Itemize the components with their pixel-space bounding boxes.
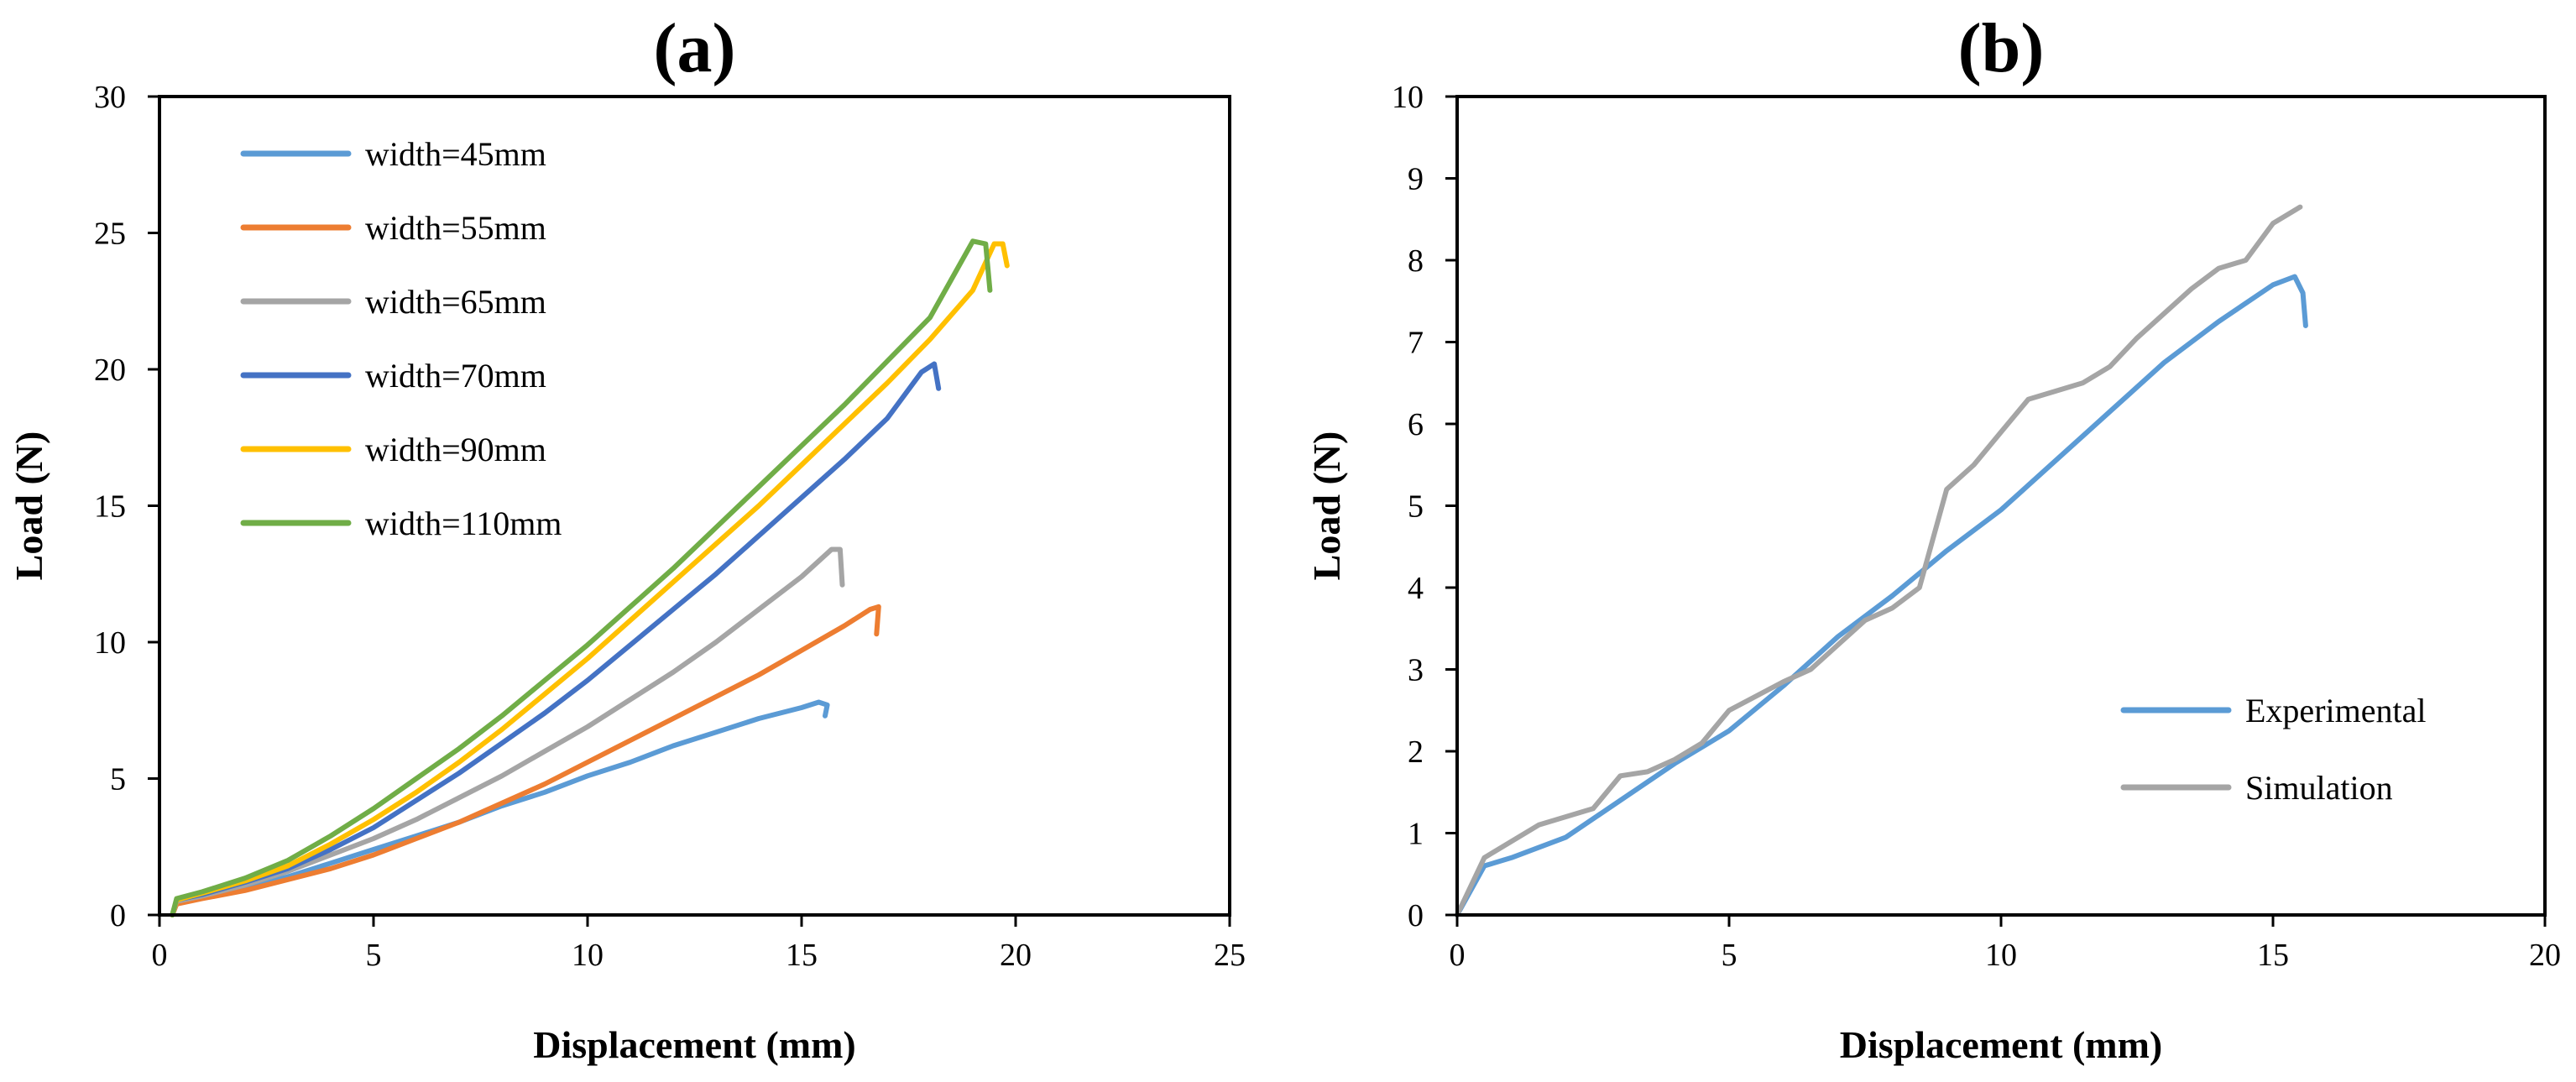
y-tick-label: 25 [94,217,126,252]
series-line [170,604,881,917]
series-line [170,241,1010,917]
x-tick-label: 10 [572,938,604,973]
x-tick-label: 5 [366,938,382,973]
legend-label: width=55mm [365,209,546,247]
legend-label: width=110mm [365,504,562,542]
plot-area-border [158,95,1231,917]
panel-a: (a) 0 5 10 15 20 25 0 5 10 15 20 25 30 Displacement (m… [8,9,1246,1066]
y-axis-title: Load (N) [8,431,50,581]
y-tick-label: 5 [1408,489,1424,525]
x-tick-label: 0 [1450,938,1466,973]
x-tick-label: 10 [1985,938,2017,973]
panel-label: (a) [654,9,736,87]
x-tick-label: 5 [1722,938,1737,973]
x-tick-label: 25 [1214,938,1246,973]
y-tick-label: 8 [1408,243,1424,279]
legend: Experimental Simulation [2120,692,2426,807]
legend-label: width=45mm [365,135,546,173]
y-tick-label: 10 [1392,80,1424,115]
y-tick-label: 9 [1408,162,1424,197]
legend-label: Experimental [2245,692,2426,729]
series-line [1455,204,2303,917]
series-line [170,699,830,917]
x-tick-label: 15 [2257,938,2289,973]
x-axis-title: Displacement (mm) [533,1023,856,1066]
y-tick-label: 5 [110,762,126,797]
x-tick-label: 15 [786,938,818,973]
y-tick-label: 0 [110,898,126,933]
x-axis-title: Displacement (mm) [1840,1023,2163,1066]
panel-label: (b) [1958,9,2045,87]
y-tick-label: 1 [1408,817,1424,852]
y-tick-label: 0 [1408,898,1424,933]
y-tick-label: 3 [1408,653,1424,688]
legend: width=45mm width=55mm width=65mm width=70mm… [240,135,562,542]
y-tick-label: 15 [94,489,126,525]
y-tick-label: 10 [94,625,126,661]
y-tick-label: 20 [94,353,126,388]
legend-label: width=70mm [365,357,546,395]
series-line [1455,274,2308,917]
y-tick-label: 7 [1408,326,1424,361]
x-tick-label: 20 [2529,938,2561,973]
y-tick-label: 6 [1408,407,1424,442]
series-line [170,238,993,917]
y-tick-label: 2 [1408,734,1424,770]
y-axis-title: Load (N) [1305,431,1348,581]
legend-label: width=90mm [365,431,546,468]
x-tick-label: 20 [1000,938,1032,973]
legend-label: Simulation [2245,769,2393,807]
y-tick-label: 4 [1408,571,1424,606]
legend-label: width=65mm [365,283,546,321]
series-line [170,546,845,917]
panel-b: (b) 0 5 10 15 20 0 1 2 3 4 5 6 7 8 9 10 Displacement (mm)… [1305,9,2561,1066]
y-tick-label: 30 [94,80,126,115]
x-tick-label: 0 [152,938,168,973]
